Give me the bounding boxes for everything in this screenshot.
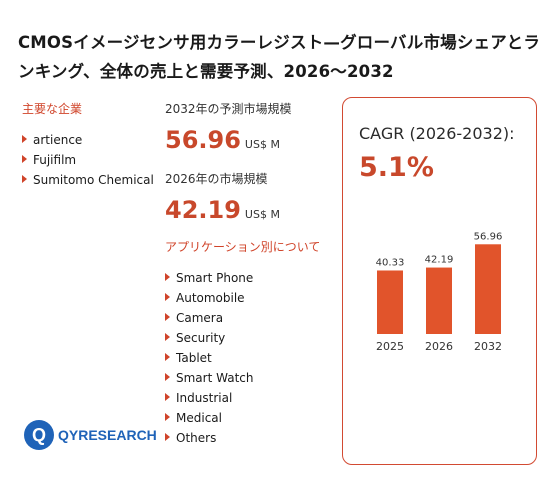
- company-item: Sumitomo Chemical: [22, 170, 154, 190]
- bullet-icon: [165, 393, 170, 401]
- bullet-icon: [165, 273, 170, 281]
- data-label-2025: 40.33: [376, 257, 405, 268]
- category-label-2025: 2025: [376, 340, 404, 353]
- cagr-label: CAGR (2026-2032):: [359, 124, 515, 143]
- application-item: Industrial: [165, 388, 253, 408]
- application-item: Security: [165, 328, 253, 348]
- application-item: Camera: [165, 308, 253, 328]
- application-name: Smart Phone: [176, 271, 254, 285]
- data-label-2032: 56.96: [474, 231, 503, 242]
- application-item: Others: [165, 428, 253, 448]
- application-item: Medical: [165, 408, 253, 428]
- metric-2026-number: 42.19: [165, 196, 241, 224]
- logo-mark: Q: [24, 420, 54, 450]
- bullet-icon: [22, 155, 27, 163]
- bullet-icon: [22, 135, 27, 143]
- bar-chart: 40.33 2025 42.19 2026 56.96 2032: [376, 231, 503, 353]
- bar-2032: [475, 244, 501, 334]
- page-title: CMOSイメージセンサ用カラーレジスト—グローバル市場シェアとランキング、全体の…: [18, 33, 541, 81]
- companies-list: artience Fujifilm Sumitomo Chemical: [22, 130, 154, 190]
- bullet-icon: [22, 175, 27, 183]
- application-item: Smart Phone: [165, 268, 253, 288]
- application-item: Automobile: [165, 288, 253, 308]
- application-name: Tablet: [176, 351, 212, 365]
- metric-2032-number: 56.96: [165, 126, 241, 154]
- application-name: Others: [176, 431, 217, 445]
- metric-2026-label: 2026年の市場規模: [165, 172, 268, 186]
- company-item: Fujifilm: [22, 150, 154, 170]
- application-name: Camera: [176, 311, 224, 325]
- application-name: Smart Watch: [176, 371, 254, 385]
- application-name: Security: [176, 331, 226, 345]
- application-name: Industrial: [176, 391, 233, 405]
- data-label-2026: 42.19: [425, 255, 454, 266]
- category-label-2026: 2026: [425, 340, 453, 353]
- bullet-icon: [165, 293, 170, 301]
- metric-2032-value: 56.96 US$ M: [165, 126, 280, 154]
- company-name: artience: [33, 133, 83, 147]
- bullet-icon: [165, 353, 170, 361]
- metric-2032-unit: US$ M: [244, 138, 280, 151]
- applications-list: Smart Phone Automobile Camera Security T…: [165, 268, 253, 448]
- metric-2026-unit: US$ M: [244, 208, 280, 221]
- cagr-value: 5.1%: [359, 152, 434, 183]
- cagr-panel: CAGR (2026-2032): 5.1% 40.33 2025 42.19 202…: [342, 97, 537, 465]
- metric-2032-label: 2032年の予測市場規模: [165, 102, 292, 116]
- application-item: Smart Watch: [165, 368, 253, 388]
- logo-text: QYRESEARCH: [58, 427, 157, 443]
- logo: Q QYRESEARCH: [22, 418, 172, 458]
- metric-2026-value: 42.19 US$ M: [165, 196, 280, 224]
- company-name: Fujifilm: [33, 153, 77, 167]
- bar-2025: [377, 270, 403, 334]
- bullet-icon: [165, 313, 170, 321]
- bullet-icon: [165, 333, 170, 341]
- bullet-icon: [165, 433, 170, 441]
- application-name: Automobile: [176, 291, 245, 305]
- bar-2026: [426, 267, 452, 334]
- applications-label: アプリケーション別について: [165, 240, 321, 254]
- bullet-icon: [165, 373, 170, 381]
- bullet-icon: [165, 413, 170, 421]
- company-name: Sumitomo Chemical: [33, 173, 154, 187]
- category-label-2032: 2032: [474, 340, 502, 353]
- companies-label: 主要な企業: [22, 102, 83, 116]
- company-item: artience: [22, 130, 154, 150]
- application-item: Tablet: [165, 348, 253, 368]
- application-name: Medical: [176, 411, 222, 425]
